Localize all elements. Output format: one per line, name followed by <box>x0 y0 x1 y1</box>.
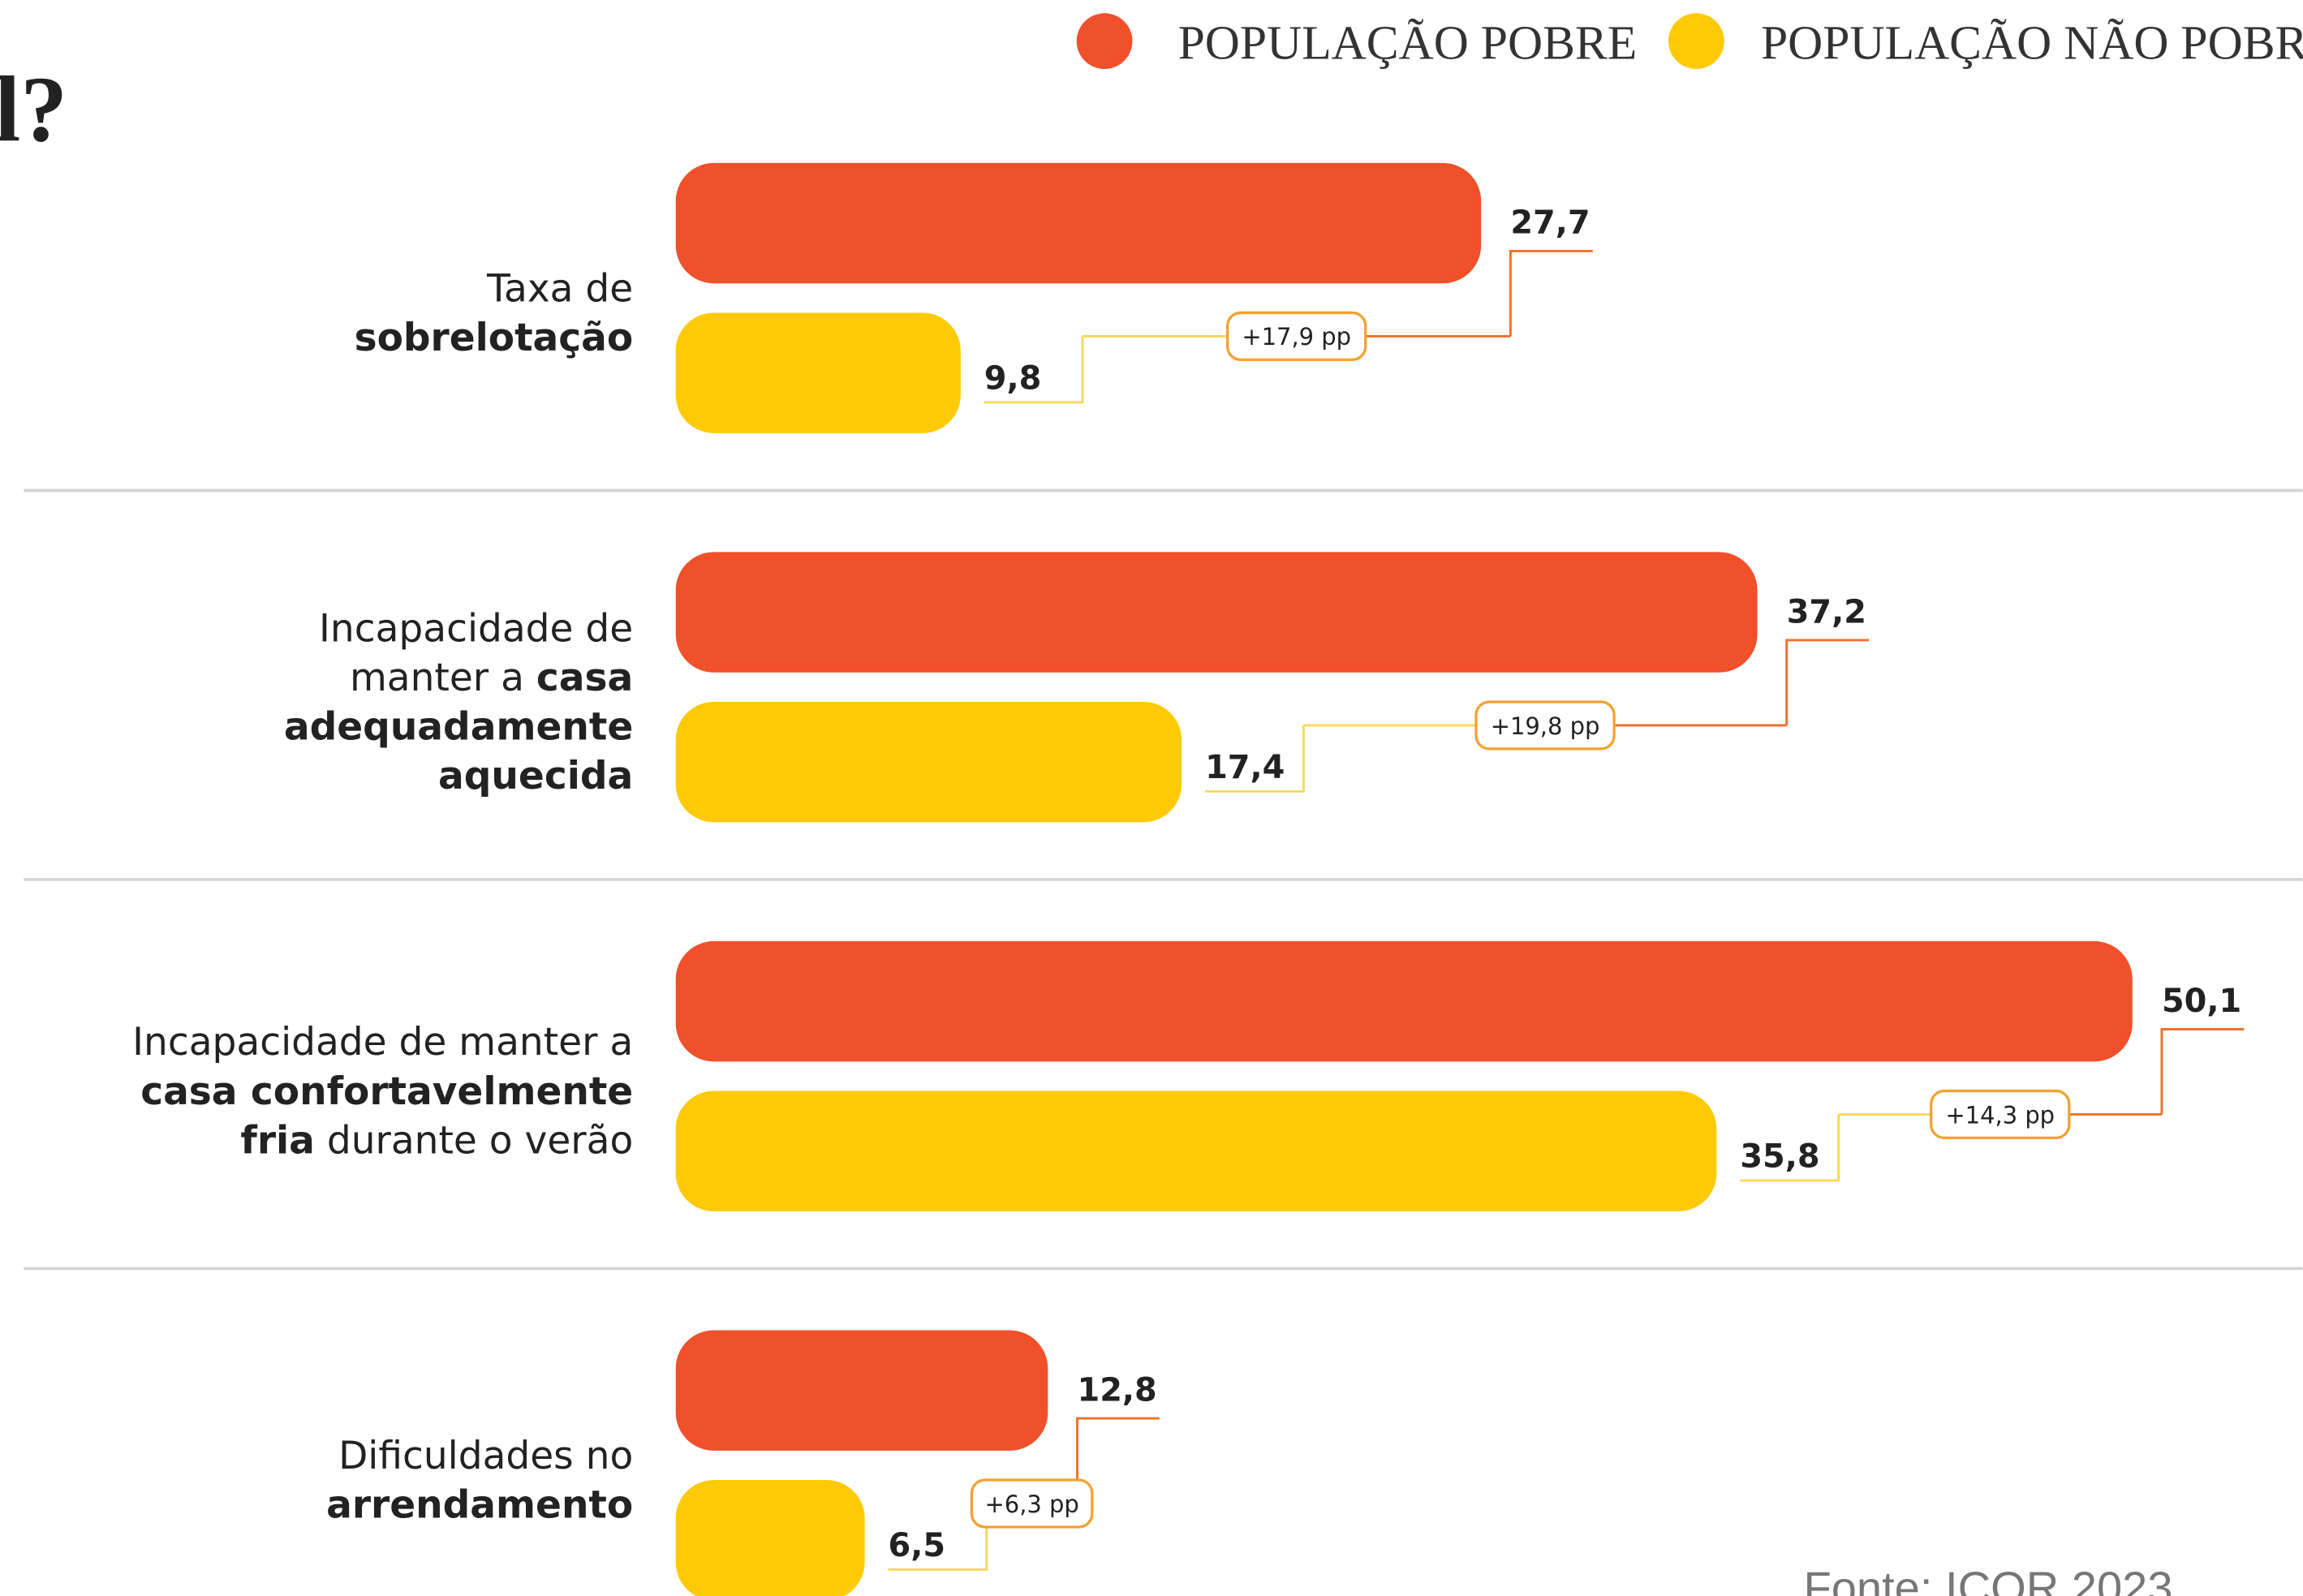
value-label: 9,8 <box>984 360 1042 398</box>
bar <box>675 1091 1717 1211</box>
category-label-part: Incapacidade de <box>319 606 633 651</box>
value-label: 37,2 <box>1787 593 1866 630</box>
connector <box>1205 725 1305 793</box>
bar <box>675 1330 1048 1451</box>
connector <box>1076 1417 1160 1504</box>
difference-badge <box>970 1478 1094 1529</box>
category-label-part: Taxa de <box>486 266 633 311</box>
category-label: manter a casa <box>350 656 633 700</box>
legend-label: POPULAÇÃO POBRE <box>1178 15 1638 69</box>
category-label: adequadamente <box>284 705 633 750</box>
legend-label: POPULAÇÃO NÃO POBRE <box>1761 15 2303 69</box>
category-label: Incapacidade de <box>319 606 633 651</box>
difference-badge <box>1474 700 1616 751</box>
value-label: 6,5 <box>889 1527 946 1564</box>
bar <box>675 940 2133 1062</box>
category-label-part: arrendamento <box>326 1483 633 1528</box>
category-label-part: durante o verão <box>315 1118 633 1163</box>
category-label-part: adequadamente <box>284 705 633 750</box>
value-label: 50,1 <box>2162 983 2241 1020</box>
difference-badge <box>1930 1089 2071 1140</box>
connector <box>1740 1114 1840 1182</box>
legend-swatch <box>1668 13 1724 70</box>
difference-label: +14,3 pp <box>1945 1101 2055 1129</box>
value-label: 35,8 <box>1740 1138 1819 1176</box>
category-label: casa confortavelmente <box>140 1069 633 1114</box>
connector <box>1785 639 1870 725</box>
category-label-part: aquecida <box>438 754 633 798</box>
difference-label: +19,8 pp <box>1491 712 1600 740</box>
value-label: 17,4 <box>1205 749 1285 786</box>
category-label: arrendamento <box>326 1483 633 1528</box>
category-label: sobrelotação <box>355 316 634 360</box>
bar <box>675 701 1182 823</box>
category-label-part: Dificuldades no <box>338 1434 633 1478</box>
difference-label: +17,9 pp <box>1242 323 1351 351</box>
connector <box>1509 249 1593 337</box>
bar <box>675 162 1482 284</box>
bar <box>675 312 961 433</box>
chart-title: l? <box>0 58 67 162</box>
bar <box>675 1480 865 1596</box>
source: Fonte: ICOR 2023 <box>1803 1562 2172 1596</box>
category-label: Incapacidade de manter a <box>132 1020 633 1065</box>
category-label-part: manter a <box>350 656 536 700</box>
connector <box>984 336 1084 404</box>
category-label-part: casa confortavelmente <box>140 1069 633 1114</box>
difference-badge <box>1226 311 1367 361</box>
category-label-part: casa <box>536 656 633 700</box>
category-label: Taxa de <box>486 266 633 311</box>
legend-swatch <box>1076 13 1133 70</box>
category-label: aquecida <box>438 754 633 798</box>
category-label: Dificuldades no <box>338 1434 633 1478</box>
category-label-part: fria <box>240 1118 315 1163</box>
value-label: 27,7 <box>1510 204 1590 242</box>
value-label: 12,8 <box>1078 1371 1157 1409</box>
difference-label: +6,3 pp <box>985 1491 1079 1518</box>
bar <box>675 552 1758 673</box>
category-label-part: sobrelotação <box>355 316 634 360</box>
connector <box>2160 1028 2245 1115</box>
category-label: fria durante o verão <box>240 1118 633 1163</box>
category-label-part: Incapacidade de manter a <box>132 1020 633 1065</box>
